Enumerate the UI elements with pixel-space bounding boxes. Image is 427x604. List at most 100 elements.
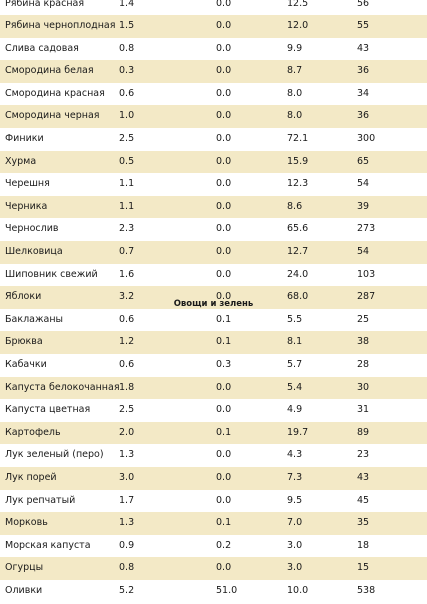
carbs-value: 9.5: [287, 494, 303, 506]
protein-value: 1.1: [119, 200, 135, 212]
carbs-value: 12.0: [287, 20, 309, 32]
fat-value: 0.0: [216, 449, 232, 461]
table-row: Хурма 0.5 0.0 15.9 65: [0, 150, 427, 174]
fat-value: 0.1: [216, 426, 232, 438]
kcal-value: 287: [357, 291, 376, 303]
protein-value: 1.0: [119, 110, 135, 122]
kcal-value: 55: [357, 20, 370, 32]
kcal-value: 273: [357, 223, 376, 235]
table-row: Кабачки 0.6 0.3 5.7 28: [0, 354, 427, 377]
carbs-value: 12.7: [287, 246, 309, 258]
fat-value: 0.1: [216, 336, 232, 348]
kcal-value: 89: [357, 426, 370, 438]
food-name: Брюква: [5, 336, 43, 348]
protein-value: 1.4: [119, 0, 135, 9]
table-row: Слива садовая 0.8 0.0 9.9 43: [0, 38, 427, 61]
carbs-value: 7.0: [287, 517, 303, 529]
protein-value: 1.3: [119, 517, 135, 529]
protein-value: 2.0: [119, 426, 135, 438]
kcal-value: 538: [357, 584, 376, 596]
carbs-value: 3.0: [287, 562, 303, 574]
protein-value: 0.5: [119, 155, 135, 167]
food-name: Огурцы: [5, 562, 44, 574]
table-row: Рябина красная 1.4 0.0 12.5 56: [0, 0, 427, 15]
kcal-value: 18: [357, 539, 370, 551]
kcal-value: 56: [357, 0, 370, 9]
kcal-value: 34: [357, 87, 370, 99]
carbs-value: 5.5: [287, 313, 303, 325]
fat-value: 0.0: [216, 155, 232, 167]
fat-value: 0.0: [216, 471, 232, 483]
kcal-value: 31: [357, 404, 370, 416]
carbs-value: 8.6: [287, 200, 303, 212]
carbs-value: 8.0: [287, 87, 303, 99]
protein-value: 3.2: [119, 291, 135, 303]
fat-value: 0.0: [216, 562, 232, 574]
carbs-value: 15.9: [287, 155, 309, 167]
protein-value: 1.1: [119, 178, 135, 190]
carbs-value: 12.3: [287, 178, 309, 190]
protein-value: 0.6: [119, 313, 135, 325]
food-name: Хурма: [5, 155, 37, 167]
kcal-value: 43: [357, 471, 370, 483]
kcal-value: 43: [357, 42, 370, 54]
food-name: Лук зеленый (перо): [5, 449, 104, 461]
protein-value: 5.2: [119, 584, 135, 596]
carbs-value: 4.9: [287, 404, 303, 416]
protein-value: 1.2: [119, 336, 135, 348]
food-name: Слива садовая: [5, 42, 79, 54]
fat-value: 0.0: [216, 291, 232, 303]
protein-value: 1.7: [119, 494, 135, 506]
table-row: Смородина красная 0.6 0.0 8.0 34: [0, 83, 427, 106]
food-name: Кабачки: [5, 359, 47, 370]
table-row: Оливки 5.2 51.0 10.0 538: [0, 580, 427, 603]
carbs-value: 8.1: [287, 336, 303, 348]
food-name: Шиповник свежий: [5, 268, 98, 280]
fat-value: 0.1: [216, 313, 232, 325]
table-row: Огурцы 0.8 0.0 3.0 15: [0, 557, 427, 580]
food-name: Смородина белая: [5, 65, 94, 77]
kcal-value: 30: [357, 381, 370, 393]
food-name: Морковь: [5, 517, 48, 529]
fat-value: 0.0: [216, 0, 232, 9]
fat-value: 0.3: [216, 359, 232, 370]
protein-value: 0.7: [119, 246, 135, 258]
food-name: Лук порей: [5, 471, 57, 483]
table-row: Баклажаны 0.6 0.1 5.5 25: [0, 309, 427, 332]
table-row: Яблоки 3.2 0.0 68.0 287: [0, 286, 427, 309]
kcal-value: 65: [357, 155, 370, 167]
table-row: Лук порей 3.0 0.0 7.3 43: [0, 466, 427, 490]
food-name: Лук репчатый: [5, 494, 76, 506]
fat-value: 0.0: [216, 268, 232, 280]
protein-value: 2.3: [119, 223, 135, 235]
kcal-value: 39: [357, 200, 370, 212]
table-row: Шелковица 0.7 0.0 12.7 54: [0, 241, 427, 264]
fat-value: 0.0: [216, 20, 232, 32]
table-row: Смородина черная 1.0 0.0 8.0 36: [0, 105, 427, 129]
kcal-value: 300: [357, 133, 376, 145]
food-name: Капуста цветная: [5, 404, 91, 416]
food-name: Смородина черная: [5, 110, 100, 122]
food-name: Черешня: [5, 178, 50, 190]
kcal-value: 15: [357, 562, 370, 574]
table-row: Брюква 1.2 0.1 8.1 38: [0, 331, 427, 354]
protein-value: 1.6: [119, 268, 135, 280]
table-row: Рябина черноплодная 1.5 0.0 12.0 55: [0, 15, 427, 38]
carbs-value: 7.3: [287, 471, 303, 483]
table-row: Смородина белая 0.3 0.0 8.7 36: [0, 60, 427, 83]
table-row: Лук зеленый (перо) 1.3 0.0 4.3 23: [0, 444, 427, 467]
table-row: Капуста цветная 2.5 0.0 4.9 31: [0, 399, 427, 422]
protein-value: 1.3: [119, 449, 135, 461]
carbs-value: 4.3: [287, 449, 303, 461]
kcal-value: 36: [357, 65, 370, 77]
fat-value: 0.0: [216, 200, 232, 212]
kcal-value: 36: [357, 110, 370, 122]
food-name: Морская капуста: [5, 539, 91, 551]
fat-value: 0.0: [216, 223, 232, 235]
protein-value: 0.8: [119, 42, 135, 54]
protein-value: 1.5: [119, 20, 135, 32]
fat-value: 0.0: [216, 246, 232, 258]
kcal-value: 25: [357, 313, 370, 325]
fat-value: 0.0: [216, 494, 232, 506]
